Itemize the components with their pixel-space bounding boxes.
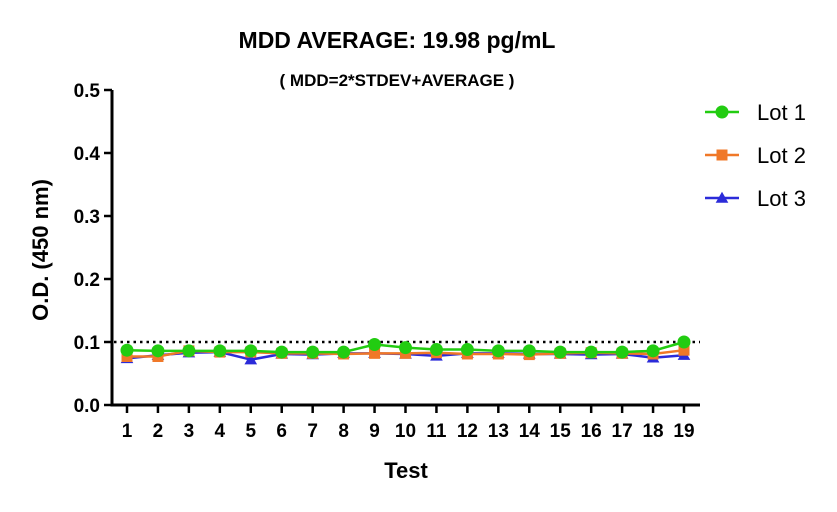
data-point-lot-1 bbox=[120, 343, 134, 357]
y-tick-label: 0.2 bbox=[74, 270, 100, 291]
x-tick-label: 10 bbox=[395, 421, 416, 442]
legend: Lot 1 Lot 2 Lot 3 bbox=[705, 100, 806, 211]
data-point-lot-2 bbox=[678, 344, 690, 356]
x-tick-label: 3 bbox=[184, 421, 195, 442]
data-point-lot-1 bbox=[429, 343, 443, 357]
y-tick-label: 0.1 bbox=[74, 333, 101, 354]
data-point-lot-1 bbox=[306, 345, 320, 359]
legend-marker bbox=[716, 149, 728, 161]
legend-marker bbox=[715, 191, 729, 203]
data-point-lot-1 bbox=[151, 344, 165, 358]
plot-layer: 0.00.10.20.30.40.51 2 3 4 5 6 7 8 9 10 11 12 13 14 15 1… bbox=[74, 81, 700, 442]
x-tick-label: 2 bbox=[153, 421, 164, 442]
x-tick-label: 11 bbox=[426, 421, 447, 442]
legend-label: Lot 1 bbox=[757, 100, 806, 125]
legend-label: Lot 2 bbox=[757, 143, 806, 168]
y-tick-label: 0.0 bbox=[74, 396, 100, 417]
x-tick-label: 14 bbox=[519, 421, 541, 442]
data-point-lot-1 bbox=[522, 344, 536, 358]
data-point-lot-1 bbox=[182, 344, 196, 358]
data-point-lot-1 bbox=[677, 335, 691, 349]
data-point-lot-1 bbox=[615, 345, 629, 359]
data-point-lot-1 bbox=[244, 344, 258, 358]
legend-marker bbox=[715, 105, 729, 119]
data-point-lot-1 bbox=[275, 345, 289, 359]
x-tick-label: 13 bbox=[488, 421, 509, 442]
x-tick-label: 19 bbox=[673, 421, 694, 442]
chart-subtitle: ( MDD=2*STDEV+AVERAGE ) bbox=[280, 71, 515, 90]
x-tick-label: 8 bbox=[338, 421, 349, 442]
x-tick-label: 16 bbox=[581, 421, 602, 442]
data-point-lot-1 bbox=[553, 345, 567, 359]
y-tick-label: 0.4 bbox=[74, 144, 101, 165]
x-tick-label: 7 bbox=[307, 421, 318, 442]
x-tick-label: 18 bbox=[642, 421, 663, 442]
data-point-lot-1 bbox=[460, 343, 474, 357]
data-point-lot-1 bbox=[646, 344, 660, 358]
x-tick-label: 9 bbox=[369, 421, 380, 442]
x-tick-label: 5 bbox=[245, 421, 256, 442]
x-tick-label: 4 bbox=[215, 421, 226, 442]
y-tick-label: 0.5 bbox=[74, 81, 101, 102]
y-tick-label: 0.3 bbox=[74, 207, 100, 228]
data-point-lot-3 bbox=[244, 353, 258, 365]
data-point-lot-1 bbox=[399, 341, 412, 355]
x-tick-label: 1 bbox=[122, 421, 133, 442]
data-point-lot-2 bbox=[369, 347, 381, 359]
data-point-lot-1 bbox=[584, 345, 598, 359]
x-tick-label: 12 bbox=[457, 421, 478, 442]
y-axis-title: O.D. (450 nm) bbox=[28, 179, 53, 321]
x-tick-label: 15 bbox=[550, 421, 572, 442]
x-tick-label: 6 bbox=[276, 421, 287, 442]
x-axis-title: Test bbox=[384, 458, 428, 483]
data-point-lot-1 bbox=[491, 344, 505, 358]
data-point-lot-1 bbox=[368, 338, 382, 352]
data-point-lot-1 bbox=[213, 344, 227, 358]
data-point-lot-1 bbox=[337, 345, 351, 359]
legend-label: Lot 3 bbox=[757, 186, 806, 211]
chart-title: MDD AVERAGE: 19.98 pg/mL bbox=[239, 27, 556, 53]
x-tick-label: 17 bbox=[612, 421, 633, 442]
